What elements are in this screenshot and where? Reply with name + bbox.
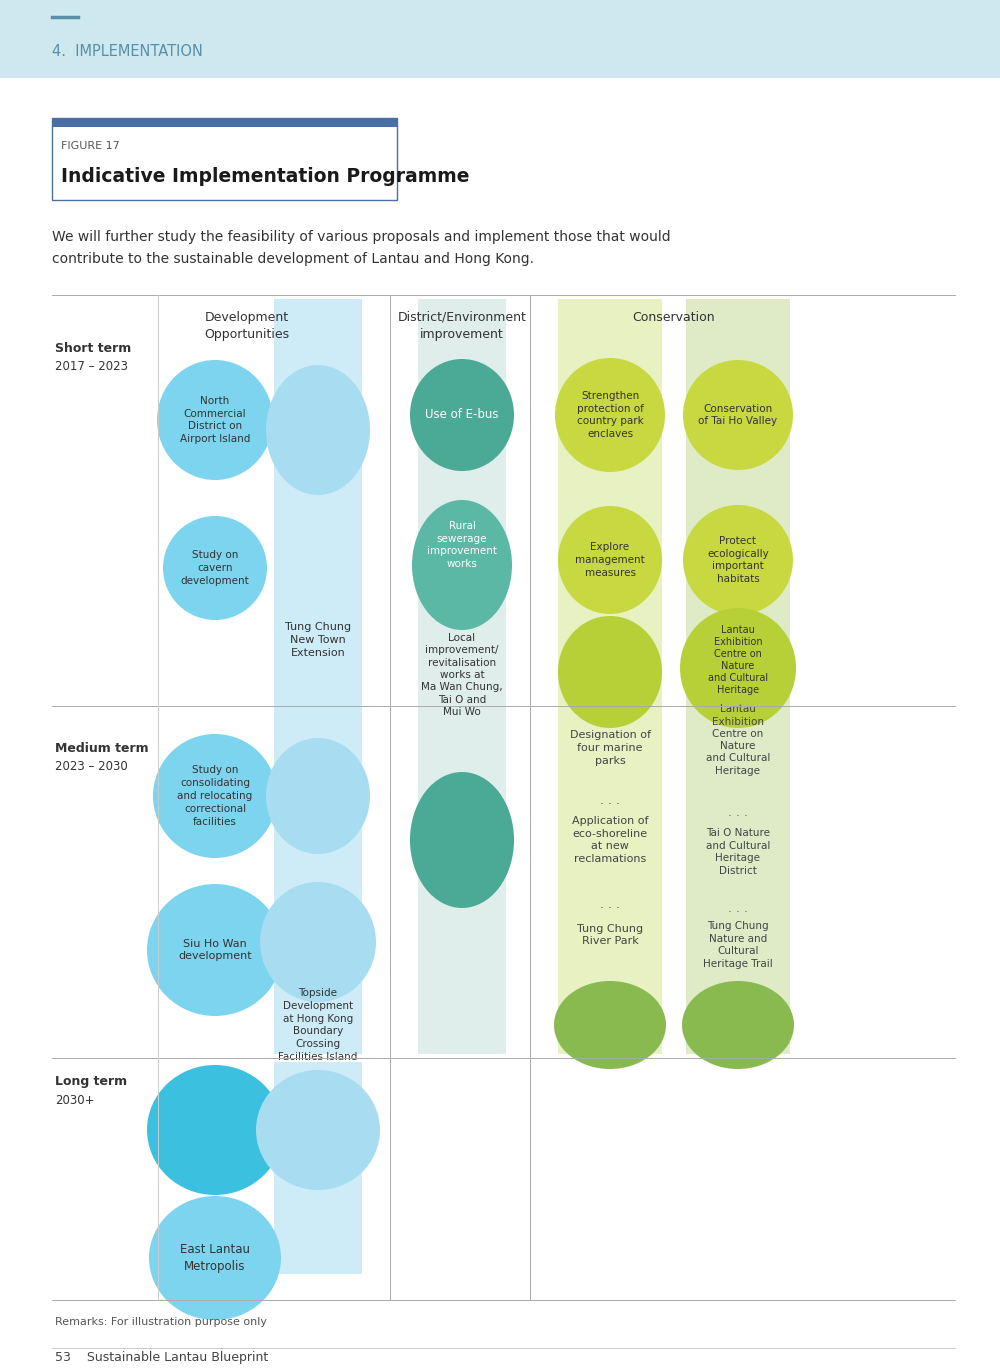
- Text: Application of
eco-shoreline
at new
reclamations: Application of eco-shoreline at new recl…: [572, 816, 648, 863]
- Bar: [52, 118, 397, 128]
- Text: Short term: Short term: [55, 342, 131, 354]
- Ellipse shape: [149, 1196, 281, 1320]
- Bar: [558, 299, 662, 1054]
- Ellipse shape: [682, 981, 794, 1069]
- Text: FIGURE 17: FIGURE 17: [61, 141, 120, 151]
- Ellipse shape: [558, 506, 662, 615]
- Text: Explore
management
measures: Explore management measures: [575, 542, 645, 578]
- Bar: [686, 299, 790, 1054]
- Ellipse shape: [157, 359, 273, 480]
- Ellipse shape: [163, 516, 267, 620]
- Text: Study on
consolidating
and relocating
correctional
facilities: Study on consolidating and relocating co…: [177, 766, 253, 826]
- Bar: [418, 299, 506, 1054]
- Ellipse shape: [147, 1065, 283, 1195]
- Text: North
Commercial
District on
Airport Island: North Commercial District on Airport Isl…: [180, 395, 250, 445]
- Ellipse shape: [680, 608, 796, 729]
- Text: Protect
ecologically
important
habitats: Protect ecologically important habitats: [707, 536, 769, 584]
- Text: Tung Chung
Nature and
Cultural
Heritage Trail: Tung Chung Nature and Cultural Heritage …: [703, 922, 773, 969]
- FancyBboxPatch shape: [52, 118, 397, 200]
- Text: · · ·: · · ·: [728, 809, 748, 822]
- Text: Use of E-bus: Use of E-bus: [425, 409, 499, 421]
- Text: · · ·: · · ·: [600, 797, 620, 811]
- Text: Lantau
Exhibition
Centre on
Nature
and Cultural
Heritage: Lantau Exhibition Centre on Nature and C…: [706, 704, 770, 775]
- Bar: [274, 1062, 362, 1275]
- Text: District/Environment
improvement: District/Environment improvement: [398, 311, 526, 342]
- Text: Conservation
of Tai Ho Valley: Conservation of Tai Ho Valley: [698, 403, 778, 427]
- Text: East Lantau
Metropolis: East Lantau Metropolis: [180, 1243, 250, 1273]
- Ellipse shape: [260, 882, 376, 1002]
- Text: Study on
cavern
development: Study on cavern development: [181, 550, 249, 586]
- Text: Topside
Development
at Hong Kong
Boundary
Crossing
Facilities Island: Topside Development at Hong Kong Boundar…: [278, 988, 358, 1062]
- Text: 2023 – 2030: 2023 – 2030: [55, 760, 128, 772]
- Text: Rural
sewerage
improvement
works: Rural sewerage improvement works: [427, 521, 497, 569]
- Ellipse shape: [558, 616, 662, 729]
- Text: Tung Chung
River Park: Tung Chung River Park: [577, 923, 643, 947]
- Ellipse shape: [683, 505, 793, 615]
- Text: Development
Opportunities: Development Opportunities: [204, 311, 289, 342]
- Ellipse shape: [410, 772, 514, 908]
- Ellipse shape: [412, 499, 512, 630]
- Ellipse shape: [266, 738, 370, 853]
- Bar: [274, 299, 362, 1054]
- Text: Medium term: Medium term: [55, 741, 149, 755]
- Ellipse shape: [256, 1070, 380, 1190]
- Ellipse shape: [554, 981, 666, 1069]
- Ellipse shape: [266, 365, 370, 495]
- Text: · · ·: · · ·: [600, 901, 620, 915]
- Text: Lantau
Exhibition
Centre on
Nature
and Cultural
Heritage: Lantau Exhibition Centre on Nature and C…: [708, 626, 768, 696]
- Bar: [0, 0, 1000, 78]
- Ellipse shape: [410, 359, 514, 471]
- Ellipse shape: [683, 359, 793, 471]
- Text: Conservation: Conservation: [633, 311, 715, 324]
- Text: We will further study the feasibility of various proposals and implement those t: We will further study the feasibility of…: [52, 230, 671, 266]
- Text: Tung Chung
New Town
Extension: Tung Chung New Town Extension: [285, 622, 351, 657]
- Text: 53    Sustainable Lantau Blueprint: 53 Sustainable Lantau Blueprint: [55, 1351, 268, 1365]
- Text: Local
improvement/
revitalisation
works at
Ma Wan Chung,
Tai O and
Mui Wo: Local improvement/ revitalisation works …: [421, 632, 503, 718]
- Text: Designation of
four marine
parks: Designation of four marine parks: [570, 730, 650, 766]
- Text: Tai O Nature
and Cultural
Heritage
District: Tai O Nature and Cultural Heritage Distr…: [706, 829, 770, 875]
- Ellipse shape: [153, 734, 277, 858]
- Text: Indicative Implementation Programme: Indicative Implementation Programme: [61, 166, 470, 185]
- Text: Remarks: For illustration purpose only: Remarks: For illustration purpose only: [55, 1317, 267, 1327]
- Text: 2017 – 2023: 2017 – 2023: [55, 359, 128, 373]
- Text: · · ·: · · ·: [452, 634, 472, 646]
- Ellipse shape: [555, 358, 665, 472]
- Text: Strengthen
protection of
country park
enclaves: Strengthen protection of country park en…: [577, 391, 643, 439]
- Text: Long term: Long term: [55, 1076, 127, 1088]
- Text: Siu Ho Wan
development: Siu Ho Wan development: [178, 938, 252, 962]
- Text: 4.  IMPLEMENTATION: 4. IMPLEMENTATION: [52, 44, 203, 59]
- Text: 2030+: 2030+: [55, 1093, 94, 1106]
- Ellipse shape: [147, 884, 283, 1017]
- Text: · · ·: · · ·: [728, 906, 748, 918]
